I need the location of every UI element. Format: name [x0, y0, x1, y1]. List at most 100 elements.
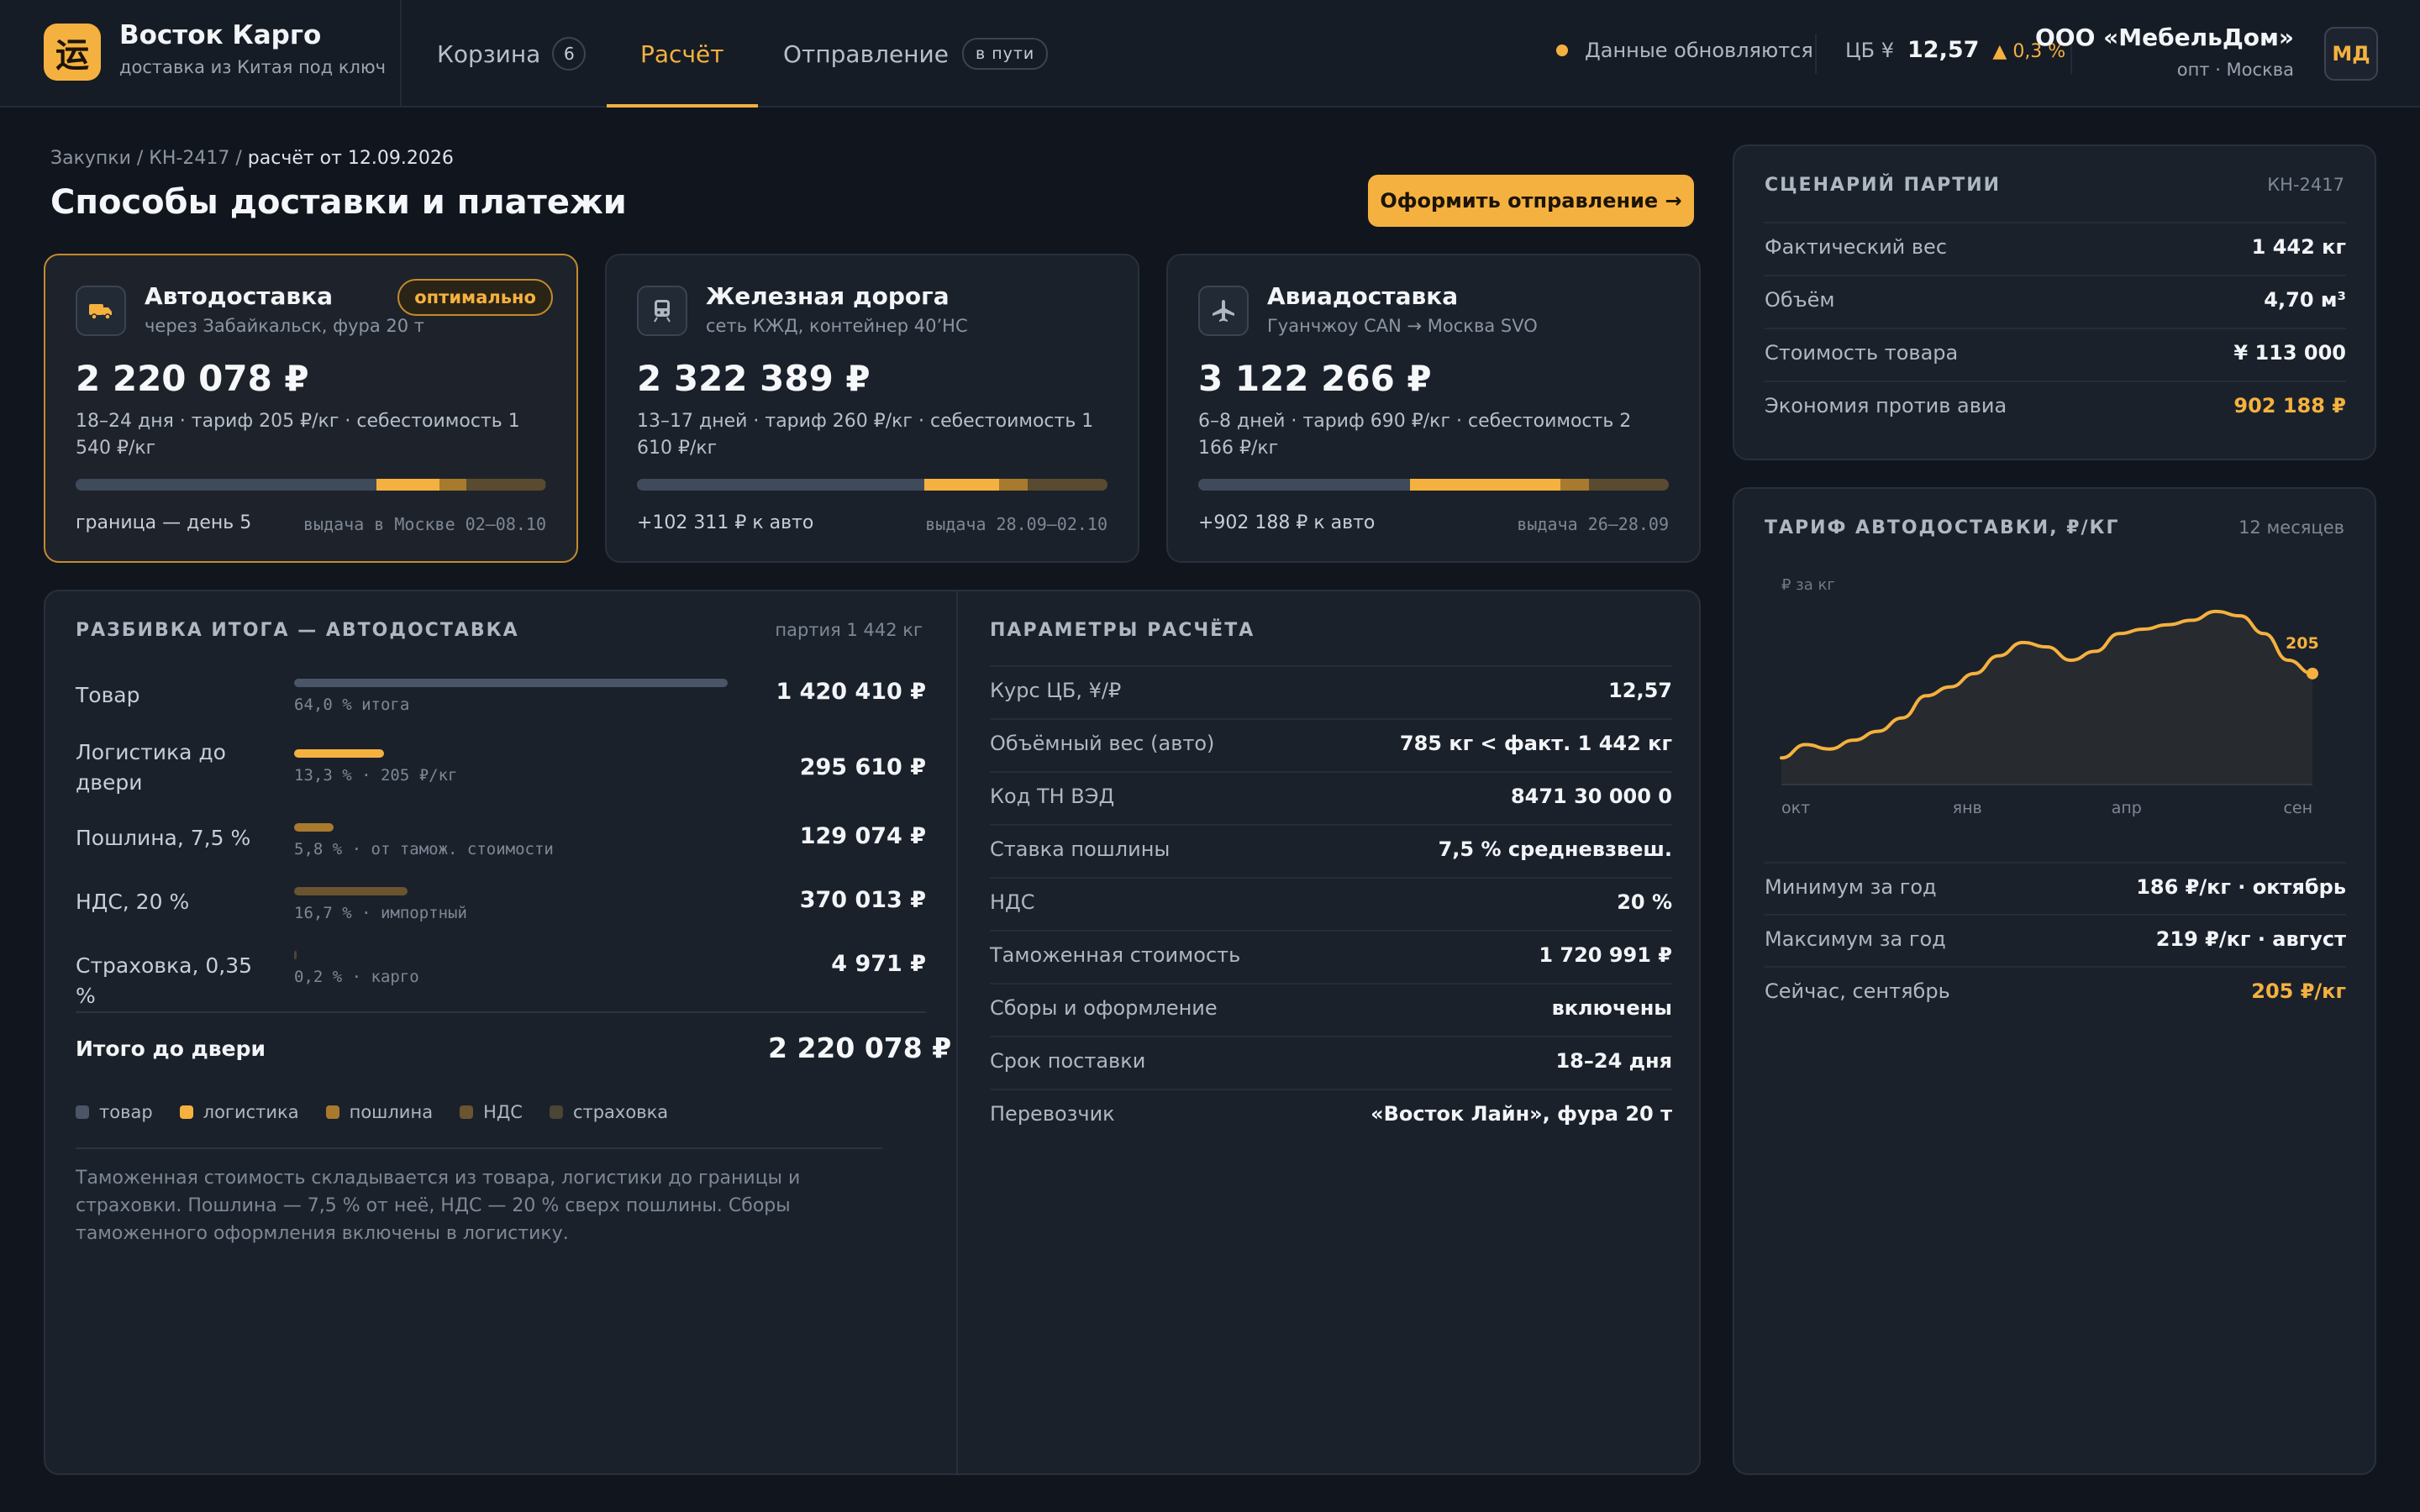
tariff-chart: 205 ₽ за кг окт янв апр сен	[1780, 576, 2319, 817]
breakdown-bar	[294, 823, 334, 832]
details-panel: РАЗБИВКА ИТОГА — АВТОДОСТАВКА партия 1 4…	[44, 590, 1701, 1475]
legend-item: товар	[76, 1102, 153, 1122]
breakdown-bar-label: 5,8 % · от тамож. стоимости	[294, 840, 554, 858]
header-divider	[1815, 34, 1817, 74]
breakdown-value: 4 971 ₽	[831, 951, 926, 977]
breadcrumb: Закупки / КН-2417 / расчёт от 12.09.2026	[50, 148, 454, 169]
scenario-value: 1 442 кг	[2251, 235, 2346, 259]
tariff-row: Максимум за год 219 ₽/кг · август	[1765, 914, 2346, 966]
tab-cart-label: Корзина	[437, 39, 541, 68]
scenario-value: 4,70 м³	[2264, 288, 2346, 312]
tab-shipment[interactable]: Отправление в пути	[783, 0, 1049, 108]
tariff-value: 186 ₽/кг · октябрь	[2136, 875, 2346, 899]
delivery-window: выдача в Москве 02–08.10	[303, 514, 546, 534]
breakdown-title: РАЗБИВКА ИТОГА — АВТОДОСТАВКА	[76, 620, 519, 641]
param-value: 1 720 991 ₽	[1539, 943, 1672, 967]
param-row: Перевозчик «Восток Лайн», фура 20 т	[990, 1089, 1672, 1141]
breakdown-label: Страховка, 0,35 %	[76, 953, 253, 1008]
company-info[interactable]: ООО «МебельДом» опт · Москва	[2035, 24, 2294, 80]
option-description: 6–8 дней · тариф 690 ₽/кг · себестоимост…	[1198, 411, 1632, 459]
tab-cart[interactable]: Корзина 6	[437, 0, 587, 108]
scenario-value: ¥ 113 000	[2233, 341, 2346, 365]
x-tick-label: апр	[2112, 799, 2142, 817]
goods-segment	[1198, 479, 1410, 491]
delivery-window: выдача 28.09–02.10	[925, 514, 1107, 534]
breakdown-value: 129 074 ₽	[799, 823, 926, 849]
breakdown-value: 370 013 ₽	[799, 887, 926, 913]
tariff-title: ТАРИФ АВТОДОСТАВКИ, ₽/КГ	[1765, 517, 2120, 538]
scenario-label: Экономия против авиа	[1765, 394, 2007, 417]
plane-icon	[1198, 286, 1249, 336]
scenario-row: Объём 4,70 м³	[1765, 275, 2346, 327]
tariff-value: 219 ₽/кг · август	[2155, 927, 2346, 951]
x-tick-label: сен	[2283, 799, 2312, 817]
header-divider	[400, 0, 402, 108]
active-tab-indicator	[607, 104, 758, 108]
logo: 运	[44, 24, 101, 81]
avatar[interactable]: МД	[2324, 27, 2378, 81]
tariff-label: Минимум за год	[1765, 875, 1937, 899]
param-value: 12,57	[1608, 679, 1672, 702]
legend-label: логистика	[203, 1102, 299, 1122]
legend-swatch	[179, 1105, 193, 1119]
param-label: Ставка пошлины	[990, 837, 1171, 861]
breadcrumb-order[interactable]: КН-2417	[149, 148, 230, 169]
param-label: Таможенная стоимость	[990, 943, 1241, 967]
param-value: 20 %	[1617, 890, 1672, 914]
note-divider	[76, 1147, 882, 1149]
param-row: Сборы и оформление включены	[990, 983, 1672, 1035]
brand-subtitle: доставка из Китая под ключ	[119, 57, 387, 77]
truck-icon	[76, 286, 126, 336]
header-divider	[2070, 34, 2072, 74]
last-point	[2307, 667, 2318, 680]
legend-swatch	[325, 1105, 339, 1119]
params-title: ПАРАМЕТРЫ РАСЧЁТА	[990, 620, 1255, 641]
breakdown-bar-label: 64,0 % итога	[294, 696, 410, 714]
tab-calculation[interactable]: Расчёт	[607, 0, 758, 108]
scenario-meta: КН-2417	[2267, 175, 2344, 195]
breakdown-bar	[294, 887, 408, 895]
option-card-rail[interactable]: Железная дорога сеть КЖД, контейнер 40’H…	[605, 254, 1139, 563]
param-row: Таможенная стоимость 1 720 991 ₽	[990, 930, 1672, 982]
scenario-row: Фактический вес 1 442 кг	[1765, 222, 2346, 274]
param-label: Срок поставки	[990, 1049, 1146, 1073]
last-value-label: 205	[2286, 634, 2319, 653]
breakdown-bar	[294, 951, 297, 959]
option-card-auto[interactable]: Автодоставка через Забайкальск, фура 20 …	[44, 254, 578, 563]
param-label: Перевозчик	[990, 1102, 1115, 1126]
breadcrumb-separator: /	[229, 148, 248, 169]
param-value: 8471 30 000 0	[1510, 785, 1672, 808]
option-card-air[interactable]: Авиадоставка Гуанчжоу CAN → Москва SVO 3…	[1166, 254, 1701, 563]
breakdown-label: Логистика до двери	[76, 740, 226, 795]
breakdown-value: 1 420 410 ₽	[776, 679, 927, 705]
status-dot-icon	[1556, 45, 1568, 56]
brand-name: Восток Карго	[119, 20, 322, 50]
breakdown-label: Пошлина, 7,5 %	[76, 826, 251, 850]
breakdown-note: Таможенная стоимость складывается из тов…	[76, 1168, 801, 1244]
option-price: 2 220 078 ₽	[76, 358, 309, 399]
param-row: Код ТН ВЭД 8471 30 000 0	[990, 771, 1672, 823]
delivery-window: выдача 26–28.09	[1517, 514, 1669, 534]
create-shipment-button[interactable]: Оформить отправление →	[1368, 175, 1694, 227]
breadcrumb-separator: /	[130, 148, 150, 169]
legend-label: НДС	[483, 1102, 523, 1122]
cost-structure-bar	[1198, 479, 1669, 491]
tab-calculation-label: Расчёт	[640, 39, 724, 68]
param-value: 18–24 дня	[1555, 1049, 1672, 1073]
option-title: Автодоставка	[145, 282, 334, 310]
param-row: Объёмный вес (авто) 785 кг < факт. 1 442 …	[990, 718, 1672, 770]
legend-label: страховка	[572, 1102, 669, 1122]
tariff-card: ТАРИФ АВТОДОСТАВКИ, ₽/КГ 12 месяцев 205 ₽…	[1733, 487, 2376, 1475]
param-row: Ставка пошлины 7,5 % средневзвеш.	[990, 824, 1672, 876]
breadcrumb-purchases[interactable]: Закупки	[50, 148, 131, 169]
scenario-label: Стоимость товара	[1765, 341, 1959, 365]
option-route: сеть КЖД, контейнер 40’HC	[706, 316, 968, 336]
scenario-value: 902 188 ₽	[2233, 394, 2346, 417]
total-label: Итого до двери	[76, 1037, 266, 1061]
option-description: 13–17 дней · тариф 260 ₽/кг · себестоимо…	[637, 411, 1094, 459]
scenario-title: СЦЕНАРИЙ ПАРТИИ	[1765, 175, 2002, 196]
y-axis-label: ₽ за кг	[1781, 576, 1835, 594]
legend-label: пошлина	[349, 1102, 434, 1122]
logistics-segment	[923, 479, 1000, 491]
company-subtitle: опт · Москва	[2176, 60, 2294, 80]
